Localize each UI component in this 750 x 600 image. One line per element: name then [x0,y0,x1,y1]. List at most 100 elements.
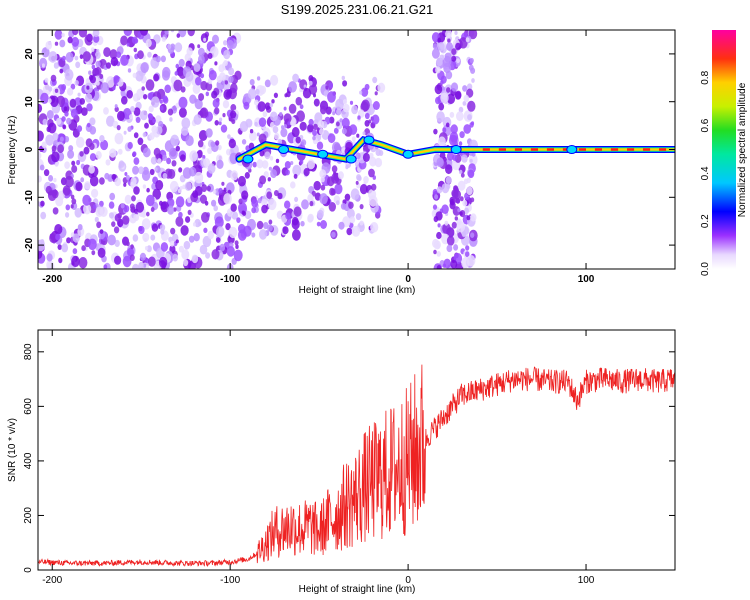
spectrogram-blob [268,166,272,171]
spectrogram-blob [220,124,228,133]
spectrogram-blob [470,121,475,126]
spectrogram-blob [251,198,259,208]
spectrogram-blob [203,37,207,42]
spectrogram-blob [185,71,194,82]
colorbar-ticks: 0.0 0.2 0.4 0.6 0.8 [700,70,711,276]
spectrogram-blob [49,233,57,243]
spectrogram-blob [205,91,209,97]
spectrogram-blob [212,189,217,195]
spectrogram-blob [153,73,160,82]
spectrogram-blob [214,216,224,228]
spectrogram-blob [254,121,258,127]
spectrogram-ytick-label: 20 [24,48,35,60]
spectrogram-blob [355,213,362,221]
spectrogram-blob [351,105,358,115]
spectrogram-blob [434,194,439,200]
spectrogram-blob [267,224,273,232]
spectrogram-blob [198,93,205,101]
spectrogram-blob [438,136,446,147]
spectrogram-blob [434,84,443,95]
spectrogram-blob [178,96,188,109]
spectrogram-blob [129,254,135,261]
spectrogram-blob [174,71,179,76]
spectrogram-blob [52,132,59,141]
spectrogram-blob [307,194,314,203]
spectrogram-blob [222,100,230,109]
spectrogram-blob [447,38,451,43]
spectrogram-blob [113,75,120,84]
colorbar-tick-label: 0.6 [700,118,711,132]
spectrogram-blob [207,230,214,240]
spectrogram-blob [64,111,69,117]
spectrogram-blob [291,127,300,138]
spectrogram-blob [80,177,85,183]
spectrogram-blob [133,132,139,139]
spectrogram-blob [446,235,455,246]
spectrogram-blob [171,160,177,167]
spectrogram-blob [142,184,147,189]
spectrogram-blob [461,231,466,238]
spectrogram-blob [303,168,310,177]
spectrogram-blob [199,244,208,255]
spectrogram-blob [38,201,41,207]
spectrogram-blob [111,221,116,228]
spectrogram-blob [364,120,370,127]
spectrogram-blob [70,204,74,209]
spectrogram-blob [293,206,302,217]
spectrogram-blob [123,30,132,37]
spectrogram-blob [188,235,195,243]
spectrogram-blob [456,221,466,233]
spectrogram-blob [103,107,109,115]
spectrogram-blob [122,215,130,225]
spectrogram-blob [313,98,320,107]
spectrogram-blob [114,255,122,265]
spectrogram-blob [99,200,104,207]
spectrogram-blob [192,83,201,94]
spectrogram-blob [123,182,127,187]
spectrogram-blob [112,85,116,91]
spectrogram-blob [218,121,222,126]
spectrogram-blob [212,34,219,44]
spectrogram-blob [50,74,57,82]
spectrogram-blob [150,234,156,241]
spectrogram-blob [456,111,464,122]
spectrogram-blob [144,246,149,251]
spectrogram-blob [230,110,237,119]
spectrogram-blob [292,229,301,241]
spectrogram-blob [127,68,132,73]
spectrogram-blob [130,106,135,113]
spectrogram-blob [445,122,450,128]
spectrogram-blob [457,208,461,213]
spectrogram-blob [317,120,325,129]
spectrogram-blob [89,75,96,84]
spectrogram-blob [439,54,445,61]
spectrogram-blob [91,188,99,198]
spectrogram-blob [149,132,155,140]
spectrogram-blob [439,151,446,160]
spectrogram-blob [64,69,74,81]
spectrogram-blob [71,198,77,205]
spectrogram-blob [114,239,120,247]
spectrogram-blob [458,169,463,175]
spectrogram-blob [462,101,467,106]
spectrogram-blob [292,73,299,83]
spectrogram-blob [435,96,441,105]
spectrogram-blob [172,253,179,262]
spectrogram-blob [313,123,318,131]
spectrogram-blob [307,123,314,133]
spectrogram-blob [79,54,84,59]
spectrogram-blob [432,204,438,210]
spectrogram-blob [342,80,348,87]
spectrogram-blob [92,30,100,38]
spectrogram-blob [123,205,130,213]
spectrogram-blob [449,111,455,118]
spectrogram-blob [93,34,100,43]
spectrogram-blob [262,111,268,118]
spectrogram-blob [72,248,78,255]
spectrogram-blob [114,213,121,222]
spectrogram-blob [223,89,232,100]
spectrogram-blob [317,209,324,219]
spectrogram-blob [336,108,342,116]
spectrogram-blob [96,80,100,86]
